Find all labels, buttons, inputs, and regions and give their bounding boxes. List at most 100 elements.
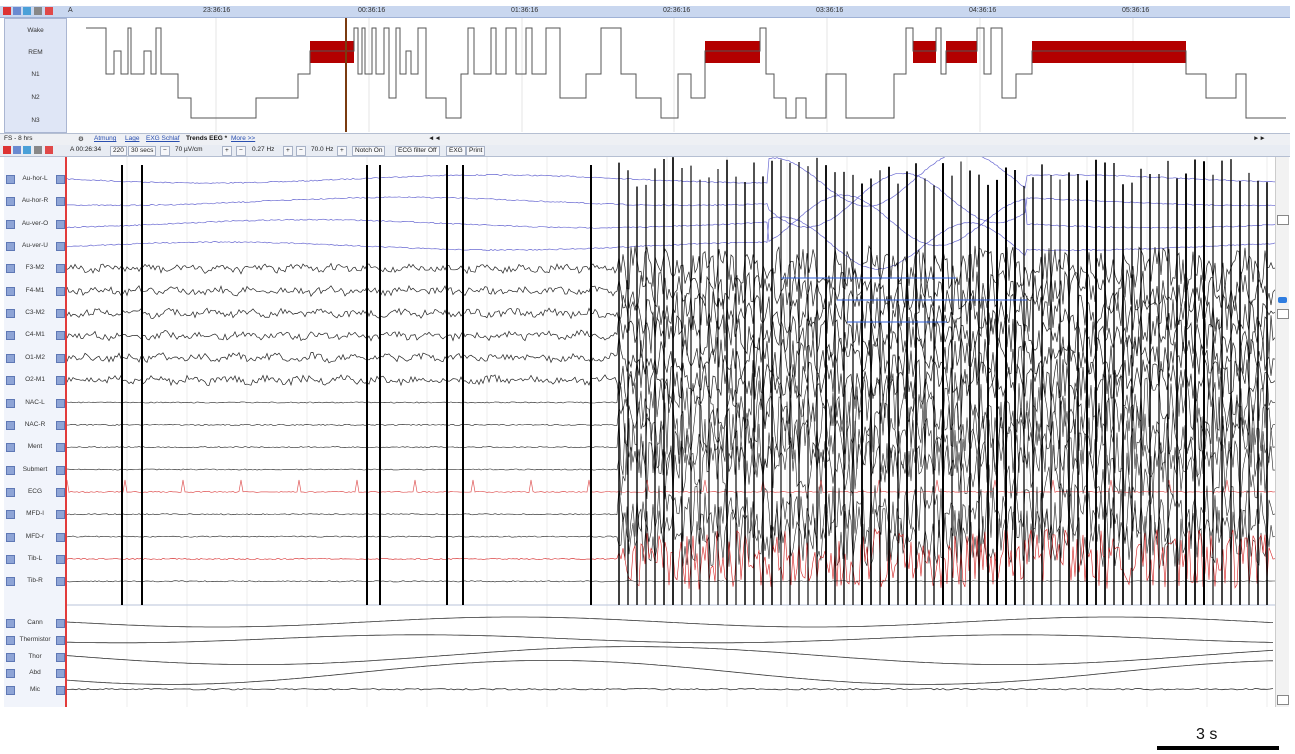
channel-toggle-icon[interactable] [6, 197, 15, 207]
channel-toggle-icon[interactable] [6, 532, 15, 542]
channel-settings-icon[interactable] [56, 686, 65, 696]
channel-row[interactable]: MFD-l [4, 509, 65, 520]
channel-toggle-icon[interactable] [6, 669, 15, 679]
record-icon[interactable] [3, 146, 11, 154]
nav-back-button[interactable]: ◄◄ [428, 135, 441, 142]
window-select[interactable]: 30 secs [128, 146, 157, 156]
highcut-minus-button[interactable]: − [296, 146, 306, 156]
lowcut-minus-button[interactable]: − [236, 146, 246, 156]
chart-icon[interactable] [13, 146, 21, 154]
speaker-icon[interactable] [34, 7, 42, 15]
channel-toggle-icon[interactable] [6, 242, 15, 252]
channel-toggle-icon[interactable] [6, 686, 15, 696]
signal-traces[interactable] [67, 157, 1275, 707]
scroll-down-icon[interactable] [1277, 695, 1289, 705]
channel-settings-icon[interactable] [56, 669, 65, 679]
channel-toggle-icon[interactable] [6, 175, 15, 184]
tab-exg-schlaf[interactable]: EXG Schlaf [146, 135, 180, 142]
channel-toggle-icon[interactable] [6, 309, 15, 319]
battery-icon[interactable] [45, 146, 53, 154]
channel-row[interactable]: NAC-L [4, 398, 65, 409]
channel-settings-icon[interactable] [56, 532, 65, 542]
channel-row[interactable]: Tib-L [4, 554, 65, 565]
tab-more[interactable]: More >> [231, 135, 256, 142]
channel-toggle-icon[interactable] [6, 420, 15, 430]
channel-settings-icon[interactable] [56, 577, 65, 587]
channel-toggle-icon[interactable] [6, 443, 15, 453]
channel-settings-icon[interactable] [56, 652, 65, 662]
scroll-thumb[interactable] [1277, 309, 1289, 319]
channel-row[interactable]: Au-hor-L [4, 174, 65, 185]
scroll-up-icon[interactable] [1277, 215, 1289, 225]
channel-settings-icon[interactable] [56, 197, 65, 207]
channel-row[interactable]: F4-M1 [4, 286, 65, 297]
speaker-icon[interactable] [34, 146, 42, 154]
channel-toggle-icon[interactable] [6, 619, 15, 628]
channel-settings-icon[interactable] [56, 175, 65, 184]
tab-trends-eeg[interactable]: Trends EEG * [186, 135, 228, 142]
exg-button[interactable]: EXG [446, 146, 466, 156]
channel-settings-icon[interactable] [56, 376, 65, 386]
channel-row[interactable]: Au-ver-U [4, 241, 65, 252]
channel-row[interactable]: Mic [4, 685, 65, 696]
channel-settings-icon[interactable] [56, 443, 65, 453]
channel-row[interactable]: O2-M1 [4, 375, 65, 386]
channel-toggle-icon[interactable] [6, 510, 15, 520]
epoch-field[interactable]: 220 [110, 146, 127, 156]
lowcut-plus-button[interactable]: + [283, 146, 293, 156]
channel-settings-icon[interactable] [56, 554, 65, 564]
channel-settings-icon[interactable] [56, 420, 65, 430]
gain-plus-button[interactable]: + [222, 146, 232, 156]
channel-row[interactable]: Cann [4, 618, 65, 629]
battery-icon[interactable] [45, 7, 53, 15]
channel-settings-icon[interactable] [56, 398, 65, 408]
channel-row[interactable]: Ment [4, 442, 65, 453]
channel-row[interactable]: Au-ver-O [4, 219, 65, 230]
calendar-icon[interactable] [23, 146, 31, 154]
channel-settings-icon[interactable] [56, 219, 65, 229]
channel-toggle-icon[interactable] [6, 264, 15, 274]
channel-settings-icon[interactable] [56, 242, 65, 252]
channel-toggle-icon[interactable] [6, 577, 15, 587]
channel-toggle-icon[interactable] [6, 353, 15, 363]
hypnogram-plot[interactable] [66, 18, 1290, 132]
highcut-plus-button[interactable]: + [337, 146, 347, 156]
channel-toggle-icon[interactable] [6, 331, 15, 341]
gain-minus-button[interactable]: − [160, 146, 170, 156]
vertical-scrollbar[interactable] [1275, 157, 1289, 707]
channel-settings-icon[interactable] [56, 264, 65, 274]
channel-toggle-icon[interactable] [6, 652, 15, 662]
tab-atmung[interactable]: Atmung [94, 135, 117, 142]
channel-row[interactable]: MFD-r [4, 532, 65, 543]
channel-settings-icon[interactable] [56, 510, 65, 520]
channel-toggle-icon[interactable] [6, 376, 15, 386]
channel-toggle-icon[interactable] [6, 286, 15, 296]
calendar-icon[interactable] [23, 7, 31, 15]
channel-row[interactable]: Abd [4, 668, 65, 679]
channel-settings-icon[interactable] [56, 353, 65, 363]
notch-toggle[interactable]: Notch On [352, 146, 386, 156]
channel-toggle-icon[interactable] [6, 554, 15, 564]
channel-row[interactable]: C4-M1 [4, 330, 65, 341]
channel-toggle-icon[interactable] [6, 465, 15, 475]
record-icon[interactable] [3, 7, 11, 15]
nav-forward-button[interactable]: ►► [1253, 135, 1266, 142]
channel-row[interactable]: O1-M2 [4, 353, 65, 364]
chart-icon[interactable] [13, 7, 21, 15]
channel-row[interactable]: Thermistor [4, 635, 65, 646]
channel-settings-icon[interactable] [56, 487, 65, 497]
channel-toggle-icon[interactable] [6, 219, 15, 229]
channel-row[interactable]: Submert [4, 465, 65, 476]
channel-row[interactable]: ECG [4, 487, 65, 498]
channel-row[interactable]: F3-M2 [4, 263, 65, 274]
tab-lage[interactable]: Lage [125, 135, 140, 142]
channel-row[interactable]: NAC-R [4, 420, 65, 431]
channel-toggle-icon[interactable] [6, 398, 15, 408]
channel-row[interactable]: C3-M2 [4, 308, 65, 319]
channel-settings-icon[interactable] [56, 619, 65, 628]
zoom-selector[interactable]: FS - 8 hrs [4, 135, 33, 142]
channel-toggle-icon[interactable] [6, 635, 15, 645]
channel-row[interactable]: Au-hor-R [4, 196, 65, 207]
channel-settings-icon[interactable] [56, 465, 65, 475]
ecg-filter-toggle[interactable]: ECG filter Off [395, 146, 440, 156]
